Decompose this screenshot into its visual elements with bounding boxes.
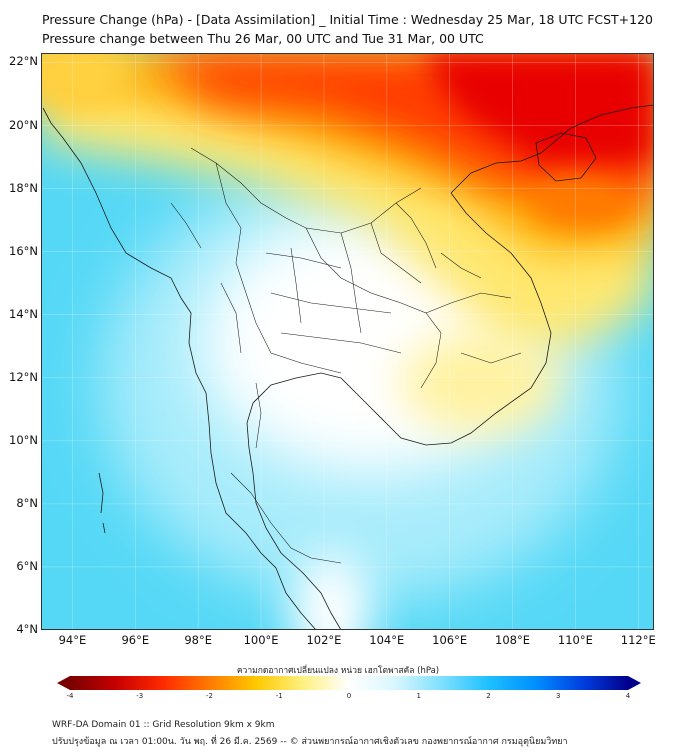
colorbar-tick: 1	[416, 692, 421, 700]
colorbar-tick: -4	[66, 692, 74, 700]
colorbar-tick: 3	[556, 692, 561, 700]
colorbar-tick: -1	[275, 692, 283, 700]
lat-tick-label: 18°N	[9, 180, 38, 195]
province-borders	[170, 147, 522, 564]
map-title: Pressure Change (hPa) - [Data Assimilati…	[42, 12, 654, 27]
colorbar-tick: 0	[346, 692, 352, 700]
pressure-field	[41, 53, 654, 630]
lat-tick-label: 16°N	[9, 243, 38, 258]
lon-tick-label: 102°E	[306, 633, 342, 647]
pressure-change-map	[41, 53, 654, 630]
colorbar-tick: -3	[136, 692, 144, 700]
colorbar-tick: -2	[206, 692, 213, 700]
lon-tick-label: 104°E	[369, 633, 405, 647]
lat-tick-label: 4°N	[16, 622, 38, 636]
lat-tick-label: 10°N	[9, 432, 38, 447]
lon-tick-label: 110°E	[557, 633, 593, 647]
map-subtitle: Pressure change between Thu 26 Mar, 00 U…	[42, 31, 484, 46]
lon-tick-label: 98°E	[184, 633, 212, 647]
lon-tick-label: 108°E	[495, 633, 531, 647]
lat-tick-label: 14°N	[9, 306, 38, 321]
lon-tick-label: 96°E	[121, 633, 150, 647]
colorbar	[57, 676, 641, 690]
lat-tick-label: 22°N	[9, 54, 38, 69]
map-frame	[41, 53, 654, 630]
colorbar-tick: 4	[625, 692, 631, 700]
footer-credit: ปรับปรุงข้อมูล ณ เวลา 01:00น. วัน พฤ. ที…	[52, 737, 568, 747]
lat-tick-label: 12°N	[9, 369, 38, 384]
coastlines	[42, 104, 654, 630]
colorbar-tick: 2	[486, 692, 491, 700]
lon-tick-label: 100°E	[243, 633, 279, 647]
colorbar-label: ความกดอากาศเปลี่ยนแปลง หน่วย เฮกโตพาสคัล…	[236, 666, 440, 676]
lon-tick-label: 106°E	[432, 633, 468, 647]
lat-tick-label: 20°N	[9, 117, 38, 132]
graticule	[41, 53, 654, 630]
footer-domain-info: WRF-DA Domain 01 :: Grid Resolution 9km …	[52, 720, 275, 730]
lon-tick-label: 94°E	[58, 633, 87, 647]
lat-tick-label: 6°N	[16, 558, 38, 573]
lat-tick-label: 8°N	[16, 495, 38, 510]
lon-tick-label: 112°E	[620, 633, 656, 647]
